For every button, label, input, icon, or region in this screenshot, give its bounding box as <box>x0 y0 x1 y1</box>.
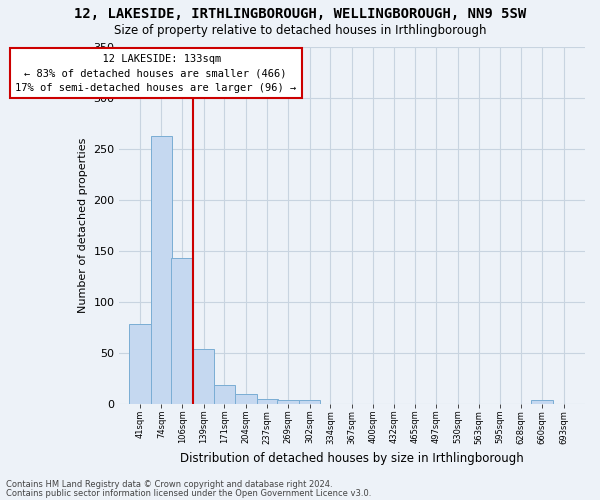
X-axis label: Distribution of detached houses by size in Irthlingborough: Distribution of detached houses by size … <box>180 452 524 465</box>
Text: Contains public sector information licensed under the Open Government Licence v3: Contains public sector information licen… <box>6 489 371 498</box>
Text: 12 LAKESIDE: 133sqm
← 83% of detached houses are smaller (466)
17% of semi-detac: 12 LAKESIDE: 133sqm ← 83% of detached ho… <box>15 54 296 94</box>
Bar <box>193 349 214 404</box>
Bar <box>129 324 151 404</box>
Bar <box>299 400 320 404</box>
Text: 12, LAKESIDE, IRTHLINGBOROUGH, WELLINGBOROUGH, NN9 5SW: 12, LAKESIDE, IRTHLINGBOROUGH, WELLINGBO… <box>74 8 526 22</box>
Bar <box>172 258 193 404</box>
Y-axis label: Number of detached properties: Number of detached properties <box>78 138 88 313</box>
Bar <box>214 384 235 404</box>
Bar <box>277 400 299 404</box>
Bar <box>235 394 257 404</box>
Bar <box>151 136 172 404</box>
Text: Contains HM Land Registry data © Crown copyright and database right 2024.: Contains HM Land Registry data © Crown c… <box>6 480 332 489</box>
Text: Size of property relative to detached houses in Irthlingborough: Size of property relative to detached ho… <box>114 24 486 37</box>
Bar <box>532 400 553 404</box>
Bar <box>257 399 278 404</box>
